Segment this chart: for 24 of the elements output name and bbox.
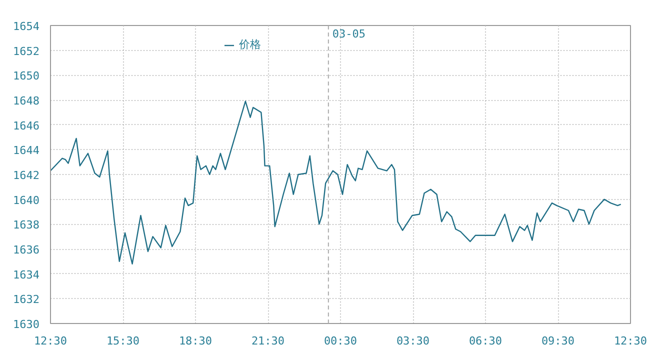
y-tick-label: 1630	[13, 318, 40, 331]
ref-line-label: 03-05	[332, 28, 366, 40]
y-tick-label: 1636	[13, 244, 40, 256]
y-tick-label: 1634	[13, 268, 40, 282]
y-tick-label: 1646	[13, 119, 40, 132]
x-tick-label: 12:30	[34, 334, 68, 348]
x-tick-label: 00:30	[324, 334, 358, 348]
x-tick-label: 15:30	[106, 334, 140, 348]
y-tick-label: 1640	[13, 194, 40, 207]
x-tick-label: 06:30	[468, 334, 502, 348]
x-tick-label: 03:30	[396, 334, 430, 348]
x-tick-label: 09:30	[541, 334, 575, 348]
y-tick-label: 1638	[13, 218, 40, 232]
x-tick-label: 21:30	[251, 334, 285, 348]
y-tick-label: 1644	[13, 144, 40, 158]
x-tick-label: 18:30	[178, 334, 212, 348]
y-tick-label: 1648	[13, 94, 40, 108]
y-tick-label: 1652	[13, 44, 40, 58]
y-tick-label: 1650	[13, 70, 40, 83]
y-tick-label: 1642	[13, 169, 40, 182]
legend-label: 价格	[239, 37, 261, 52]
y-tick-label: 1654	[13, 20, 40, 33]
y-tick-label: 1632	[13, 293, 40, 306]
x-tick-label: 12:30	[614, 334, 648, 348]
